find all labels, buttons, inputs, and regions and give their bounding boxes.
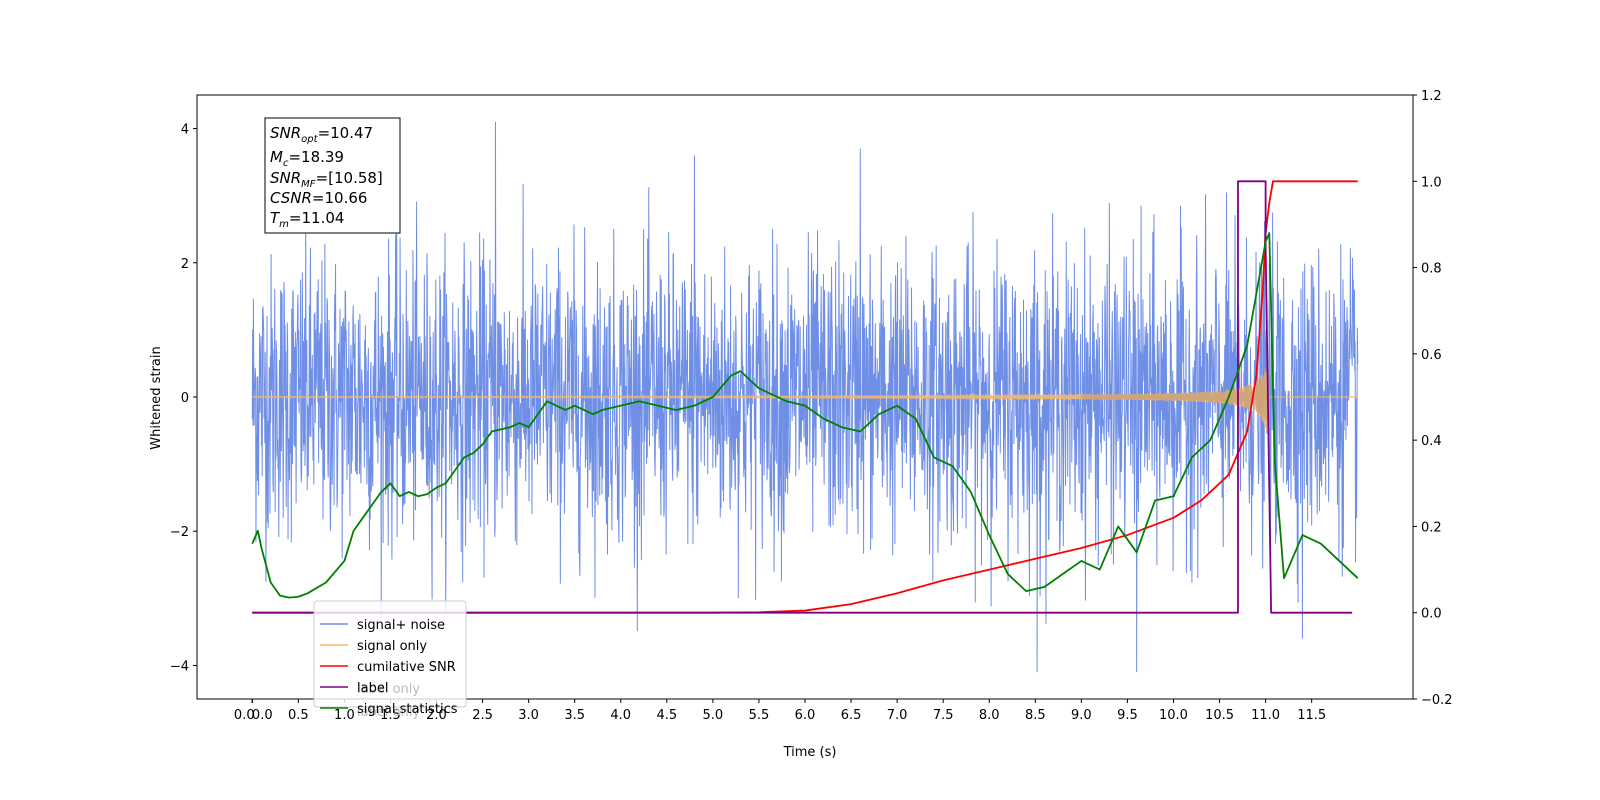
y2-tick-label: 1.2 xyxy=(1421,89,1442,104)
x-tick-label: 0.5 xyxy=(288,708,309,723)
x-tick-label: 8.0 xyxy=(979,708,1000,723)
series-cumilative-snr xyxy=(252,180,1358,614)
y2-tick-label: 0.2 xyxy=(1421,520,1442,535)
y2-tick-label: 0.6 xyxy=(1421,348,1442,363)
legend-label-noise: signal+ noise xyxy=(357,618,445,633)
x-tick-label: 6.5 xyxy=(841,708,862,723)
x-tick-label: 7.0 xyxy=(887,708,908,723)
x-tick-label: 4.0 xyxy=(610,708,631,723)
x-tick-label: 11.5 xyxy=(1297,708,1326,723)
series-group xyxy=(251,121,1359,673)
stats-box-frame xyxy=(264,117,401,234)
y2-tick-label: 0.8 xyxy=(1421,262,1442,277)
x-tick-label: 10.5 xyxy=(1205,708,1234,723)
y-tick-label: 2 xyxy=(181,257,189,272)
legend-label-label: label xyxy=(357,681,388,696)
legend-occluded-entry: label only xyxy=(357,705,420,720)
legend-occluded-entry: label only xyxy=(357,682,420,697)
x-tick-label: 3.0 xyxy=(518,708,539,723)
x-tick-label: 0.0 xyxy=(234,708,255,723)
plot-area xyxy=(251,121,1359,673)
x-tick-label: 7.5 xyxy=(933,708,954,723)
y2-tick-label: 0.0 xyxy=(1421,607,1442,622)
x-tick-label: 11.0 xyxy=(1251,708,1280,723)
legend-label-csnr: cumilative SNR xyxy=(357,660,456,675)
stat-snr-opt: SNRopt=10.47 xyxy=(270,124,373,145)
x-tick-label: 4.5 xyxy=(656,708,677,723)
x-tick-label: 3.5 xyxy=(564,708,585,723)
x-tick-label: 2.0 xyxy=(426,708,447,723)
y-tick-label: 0 xyxy=(181,391,189,406)
y-tick-label: −2 xyxy=(170,525,189,540)
y2-tick-label: 1.0 xyxy=(1421,175,1442,190)
stat-mc: Mc=18.39 xyxy=(270,148,344,169)
x-tick-label: 8.5 xyxy=(1025,708,1046,723)
x-tick-label: 10.0 xyxy=(1159,708,1188,723)
x-tick-label: 0.0 xyxy=(252,708,273,723)
stat-snr-mf: SNRMF=[10.58] xyxy=(270,169,383,190)
stat-tm: Tm=11.04 xyxy=(270,209,344,230)
y-tick-label: −4 xyxy=(170,659,189,674)
x-tick-label: 9.0 xyxy=(1071,708,1092,723)
x-tick-label: 9.5 xyxy=(1117,708,1138,723)
x-tick-label: 1.5 xyxy=(380,708,401,723)
axes-ticks: 0.00.0 0.5 1.0 1.5 2.0 2.5 3.0 3.5 4.0 4.5 5.0 5.5 6… xyxy=(170,89,1453,723)
legend-frame xyxy=(313,600,467,708)
series-signal-statistics xyxy=(251,232,1359,599)
x-tick-label: 1.0 xyxy=(334,708,355,723)
x-axis-label: Time (s) xyxy=(783,745,837,760)
stats-box: SNRopt=10.47 Mc=18.39 SNRMF=[10.58] CSNR… xyxy=(264,117,401,234)
x-tick-label: 5.5 xyxy=(749,708,770,723)
legend: label only label only signal+ noise sign… xyxy=(313,600,467,720)
legend-label-stats: signal statistics xyxy=(357,702,458,717)
stat-csnr: CSNR=10.66 xyxy=(270,189,367,207)
x-tick-label: 5.0 xyxy=(703,708,724,723)
series-signal-plus-noise xyxy=(251,121,1359,673)
y-axis-label: Whitened strain xyxy=(149,346,164,449)
y2-tick-label: −0.2 xyxy=(1421,693,1453,708)
x-tick-label: 6.0 xyxy=(795,708,816,723)
y2-tick-label: 0.4 xyxy=(1421,434,1442,449)
y-tick-label: 4 xyxy=(181,123,189,138)
x-tick-label: 2.5 xyxy=(472,708,493,723)
legend-label-signal: signal only xyxy=(357,639,427,654)
series-label xyxy=(252,180,1353,614)
